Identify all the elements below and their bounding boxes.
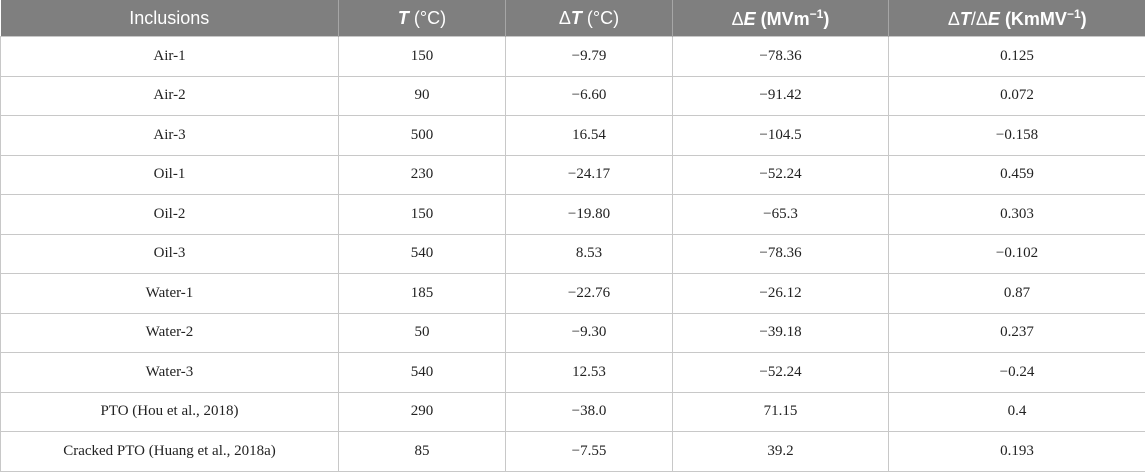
header-symbol: E — [987, 8, 1000, 29]
header-cell: T (°C) — [338, 0, 506, 37]
cell-value: −22.76 — [505, 273, 673, 314]
table-header: Inclusions T (°C) ΔT (°C) ΔE (MVm−1) ΔT/… — [0, 0, 1145, 37]
row-label: Air-3 — [0, 115, 339, 156]
cell-value: 0.193 — [888, 431, 1145, 472]
header-symbol: T — [397, 7, 409, 28]
cell-value: 0.4 — [888, 391, 1145, 432]
row-label: Air-2 — [0, 75, 339, 116]
table-row: Cracked PTO (Huang et al., 2018a) 85 −7.55… — [0, 431, 1145, 472]
cell-value: −26.12 — [672, 273, 889, 314]
cell-value: 50 — [338, 312, 506, 353]
table-row: PTO (Hou et al., 2018) 290 −38.0 71.15 0.4 — [0, 391, 1145, 432]
cell-value: 8.53 — [505, 233, 673, 274]
table-row: Air-1 150 −9.79 −78.36 0.125 — [0, 36, 1145, 77]
cell-value: −24.17 — [505, 154, 673, 195]
table-row: Oil-2 150 −19.80 −65.3 0.303 — [0, 194, 1145, 235]
row-label: Water-1 — [0, 273, 339, 314]
header-cell: ΔT/ΔE (KmMV−1) — [888, 0, 1145, 37]
header-exponent: −1 — [809, 6, 824, 21]
cell-value: 16.54 — [505, 115, 673, 156]
cell-value: −104.5 — [672, 115, 889, 156]
cell-value: −78.36 — [672, 36, 889, 77]
cell-value: 230 — [338, 154, 506, 195]
row-label: Cracked PTO (Huang et al., 2018a) — [0, 431, 339, 472]
header-unit: (MVm — [755, 8, 810, 29]
table-row: Air-3 500 16.54 −104.5 −0.158 — [0, 115, 1145, 156]
cell-value: 290 — [338, 391, 506, 432]
cell-value: −9.79 — [505, 36, 673, 77]
table-row: Water-2 50 −9.30 −39.18 0.237 — [0, 312, 1145, 353]
cell-value: −52.24 — [672, 352, 889, 393]
cell-value: 0.125 — [888, 36, 1145, 77]
row-label: Air-1 — [0, 36, 339, 77]
cell-value: −19.80 — [505, 194, 673, 235]
header-unit: (°C) — [581, 7, 620, 28]
row-label: PTO (Hou et al., 2018) — [0, 391, 339, 432]
header-delta: Δ — [947, 8, 960, 29]
header-symbol: E — [743, 8, 756, 29]
header-row: Inclusions T (°C) ΔT (°C) ΔE (MVm−1) ΔT/… — [0, 0, 1145, 37]
cell-value: 0.072 — [888, 75, 1145, 116]
header-delta: /Δ — [970, 8, 988, 29]
table-body: Air-1 150 −9.79 −78.36 0.125 Air-2 90 −6.60 −91.… — [0, 36, 1145, 472]
cell-value: 540 — [338, 233, 506, 274]
header-cell: ΔT (°C) — [505, 0, 673, 37]
cell-value: −0.102 — [888, 233, 1145, 274]
cell-value: 0.237 — [888, 312, 1145, 353]
cell-value: 500 — [338, 115, 506, 156]
cell-value: 0.87 — [888, 273, 1145, 314]
cell-value: −65.3 — [672, 194, 889, 235]
cell-value: −52.24 — [672, 154, 889, 195]
table-row: Oil-3 540 8.53 −78.36 −0.102 — [0, 233, 1145, 274]
cell-value: −78.36 — [672, 233, 889, 274]
cell-value: 12.53 — [505, 352, 673, 393]
header-text: Inclusions — [129, 7, 210, 28]
header-unit: ) — [1080, 8, 1087, 29]
cell-value: −0.158 — [888, 115, 1145, 156]
cell-value: −91.42 — [672, 75, 889, 116]
cell-value: −0.24 — [888, 352, 1145, 393]
cell-value: 150 — [338, 194, 506, 235]
cell-value: 85 — [338, 431, 506, 472]
table-row: Air-2 90 −6.60 −91.42 0.072 — [0, 75, 1145, 116]
header-cell: Inclusions — [0, 0, 339, 37]
row-label: Oil-1 — [0, 154, 339, 195]
header-delta: Δ — [558, 7, 571, 28]
cell-value: −39.18 — [672, 312, 889, 353]
cell-value: 90 — [338, 75, 506, 116]
table-row: Water-1 185 −22.76 −26.12 0.87 — [0, 273, 1145, 314]
cell-value: −7.55 — [505, 431, 673, 472]
header-symbol: T — [959, 8, 971, 29]
table-row: Water-3 540 12.53 −52.24 −0.24 — [0, 352, 1145, 393]
cell-value: 0.303 — [888, 194, 1145, 235]
cell-value: 185 — [338, 273, 506, 314]
header-unit: (KmMV — [999, 8, 1067, 29]
header-unit: ) — [823, 8, 830, 29]
cell-value: −38.0 — [505, 391, 673, 432]
row-label: Oil-2 — [0, 194, 339, 235]
cell-value: 150 — [338, 36, 506, 77]
header-cell: ΔE (MVm−1) — [672, 0, 889, 37]
header-exponent: −1 — [1066, 6, 1081, 21]
header-delta: Δ — [731, 8, 744, 29]
row-label: Water-2 — [0, 312, 339, 353]
cell-value: −9.30 — [505, 312, 673, 353]
cell-value: 71.15 — [672, 391, 889, 432]
header-symbol: T — [570, 7, 582, 28]
header-unit: (°C) — [408, 7, 447, 28]
cell-value: 0.459 — [888, 154, 1145, 195]
table-row: Oil-1 230 −24.17 −52.24 0.459 — [0, 154, 1145, 195]
cell-value: −6.60 — [505, 75, 673, 116]
cell-value: 540 — [338, 352, 506, 393]
row-label: Water-3 — [0, 352, 339, 393]
cell-value: 39.2 — [672, 431, 889, 472]
row-label: Oil-3 — [0, 233, 339, 274]
